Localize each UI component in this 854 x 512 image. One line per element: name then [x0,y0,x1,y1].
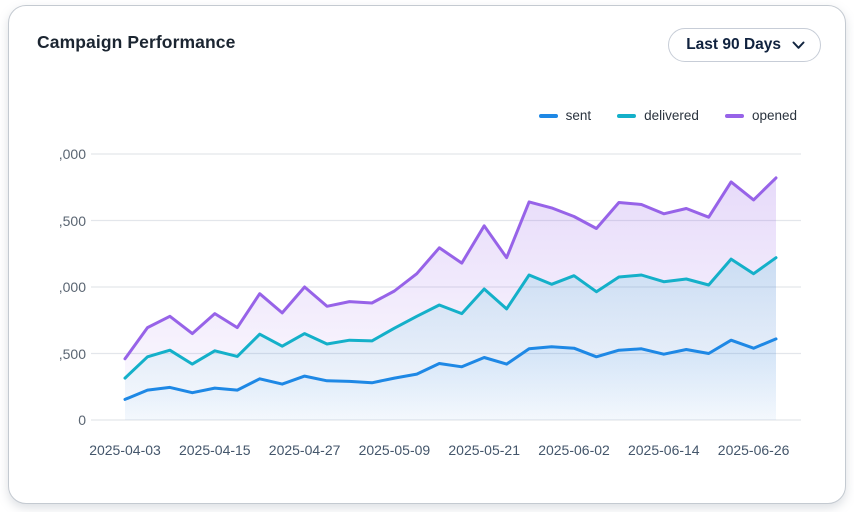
legend-dash-icon [538,113,558,118]
series-sent-line [123,337,778,401]
x-axis-tick-label: 2025-04-15 [178,442,251,458]
legend-label: delivered [644,108,699,123]
legend-dash-icon [724,113,744,118]
campaign-chart [91,153,801,421]
x-axis-tick-label: 2025-05-21 [448,442,520,458]
legend-dash-icon [617,113,637,118]
series-sent-area [125,338,776,420]
y-axis-tick-label: ,500 [58,345,86,362]
series-delivered-line [123,256,778,380]
campaign-performance-card: Campaign Performance Last 90 Days sent de… [8,5,846,504]
y-axis-tick-label: ,000 [58,279,86,295]
y-axis-tick-label: 0 [78,412,86,428]
x-axis-tick-label: 2025-05-09 [358,442,431,458]
chart-legend: sent delivered opened [538,108,797,123]
legend-label: sent [565,108,592,123]
x-axis-tick-label: 2025-06-02 [538,442,610,458]
legend-item-sent[interactable]: sent [538,108,592,123]
legend-item-delivered[interactable]: delivered [617,108,699,123]
y-axis-tick-label: ,000 [58,146,86,162]
series-opened-line [123,176,778,361]
legend-item-opened[interactable]: opened [724,108,797,123]
date-range-value: Last 90 Days [686,36,781,53]
legend-label: opened [751,108,797,123]
x-axis-tick-label: 2025-06-14 [627,442,700,458]
y-axis-tick-label: ,500 [58,212,86,229]
x-axis-tick-label: 2025-04-27 [268,442,341,458]
date-range-selector[interactable]: Last 90 Days [668,28,821,62]
x-axis-tick-label: 2025-04-03 [89,442,161,458]
x-axis-tick-label: 2025-06-26 [717,442,790,458]
card-title: Campaign Performance [37,32,236,52]
chevron-down-icon [792,41,805,49]
